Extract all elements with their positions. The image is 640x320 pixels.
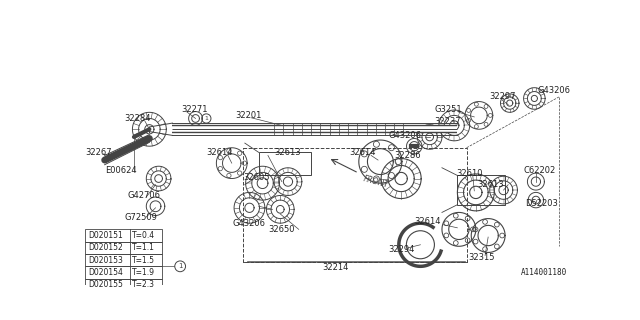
- Text: 32286: 32286: [394, 151, 421, 160]
- Text: 32271: 32271: [182, 105, 208, 114]
- Text: 32237: 32237: [435, 117, 461, 126]
- Text: T=1.1: T=1.1: [132, 243, 156, 252]
- Text: 32297: 32297: [490, 92, 516, 101]
- Text: 32267: 32267: [86, 148, 112, 157]
- Text: 32214: 32214: [322, 263, 348, 272]
- Text: G3251: G3251: [435, 105, 462, 114]
- Text: FRONT: FRONT: [363, 174, 390, 189]
- Text: 32613: 32613: [477, 180, 504, 189]
- Text: 32614: 32614: [414, 217, 441, 226]
- Bar: [86, 254, 163, 266]
- Bar: [86, 229, 163, 242]
- Text: T=1.9: T=1.9: [132, 268, 156, 277]
- Text: 1: 1: [178, 263, 182, 269]
- Text: G72509: G72509: [125, 212, 157, 221]
- Text: G43206: G43206: [538, 86, 570, 95]
- Bar: [86, 242, 163, 254]
- Bar: [86, 279, 163, 291]
- Text: 1: 1: [204, 116, 208, 121]
- Text: D020155: D020155: [88, 280, 123, 289]
- Text: G42706: G42706: [128, 191, 161, 200]
- Text: 32613: 32613: [274, 148, 301, 157]
- Text: D020153: D020153: [88, 256, 123, 265]
- Text: 32315: 32315: [468, 252, 495, 261]
- Text: T=1.5: T=1.5: [132, 256, 156, 265]
- Bar: [243, 148, 467, 262]
- Text: 32614: 32614: [349, 148, 376, 157]
- Text: 32650: 32650: [268, 225, 294, 234]
- Text: 32284: 32284: [125, 114, 151, 123]
- Text: 32614: 32614: [206, 148, 233, 157]
- Text: D020152: D020152: [88, 243, 122, 252]
- Text: D020151: D020151: [88, 231, 122, 240]
- Text: T=0.4: T=0.4: [132, 231, 156, 240]
- Text: 32605: 32605: [243, 172, 270, 181]
- Text: 32610: 32610: [456, 169, 483, 179]
- Text: T=2.3: T=2.3: [132, 280, 156, 289]
- Text: D52203: D52203: [525, 199, 558, 208]
- Text: 32201: 32201: [236, 111, 262, 120]
- Bar: [86, 266, 163, 279]
- Text: D020154: D020154: [88, 268, 123, 277]
- Bar: [259, 152, 311, 175]
- Text: C62202: C62202: [524, 166, 556, 175]
- Text: G43206: G43206: [232, 219, 266, 228]
- Text: 32294: 32294: [388, 245, 415, 254]
- Text: A114001180: A114001180: [520, 268, 566, 277]
- Text: G43206: G43206: [388, 131, 421, 140]
- Text: E00624: E00624: [105, 166, 136, 175]
- Bar: [458, 175, 505, 205]
